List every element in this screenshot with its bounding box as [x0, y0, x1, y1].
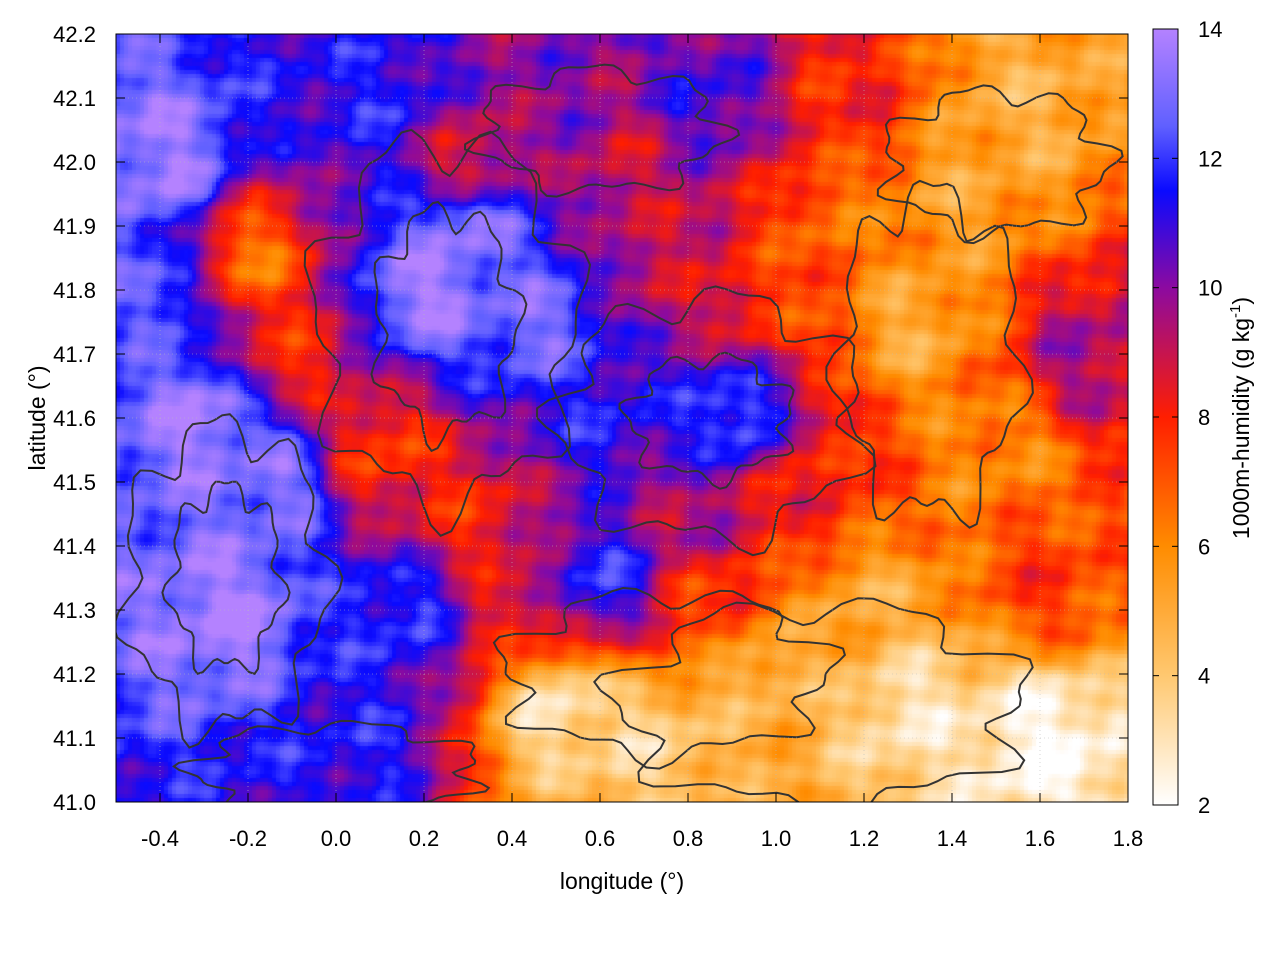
x-tick-label: 0.0	[321, 826, 352, 851]
x-tick-label: 0.2	[409, 826, 440, 851]
x-tick-label: 1.4	[937, 826, 968, 851]
x-tick-label: -0.2	[229, 826, 267, 851]
colorbar-tick-label: 6	[1198, 534, 1210, 559]
y-tick-label: 41.9	[53, 214, 96, 239]
x-tick-label: 1.8	[1113, 826, 1144, 851]
colorbar-label-sup: -1	[1227, 305, 1244, 318]
x-tick-label: 0.4	[497, 826, 528, 851]
x-axis: -0.4 -0.2 0.0 0.2 0.4 0.6 0.8 1.0 1.2 1.4 1.6 1.8	[141, 34, 1143, 851]
y-tick-label: 42.1	[53, 86, 96, 111]
y-axis: 41.0 41.1 41.2 41.3 41.4 41.5 41.6 41.7 41.8 41.9…	[53, 22, 1128, 815]
colorbar-label: 1000m-humidity (g kg-1)	[1227, 297, 1254, 539]
y-tick-label: 41.0	[53, 790, 96, 815]
colorbar: 2 4 6 8 10 12 14 1000m-humidity (g kg-1)	[1152, 17, 1254, 818]
x-tick-label: 1.0	[761, 826, 792, 851]
contour-line	[172, 719, 491, 802]
contour-line	[370, 200, 528, 453]
contour-line	[161, 480, 291, 675]
y-axis-label: latitude (°)	[24, 365, 50, 470]
y-tick-label: 42.0	[53, 150, 96, 175]
x-axis-label: longitude (°)	[560, 868, 684, 894]
y-tick-label: 41.1	[53, 726, 96, 751]
contour-line	[303, 128, 592, 538]
colorbar-tick-label: 2	[1198, 793, 1210, 818]
x-tick-label: 1.6	[1025, 826, 1056, 851]
x-tick-label: 1.2	[849, 826, 880, 851]
y-tick-label: 41.3	[53, 598, 96, 623]
colorbar-tick-label: 12	[1198, 146, 1222, 171]
colorbar-tick-label: 8	[1198, 405, 1210, 430]
plot-area	[115, 33, 1129, 803]
colorbar-label-close: )	[1228, 297, 1254, 305]
y-tick-label: 41.7	[53, 342, 96, 367]
colorbar-ticks: 2 4 6 8 10 12 14	[1153, 17, 1222, 818]
y-tick-label: 41.4	[53, 534, 96, 559]
y-tick-label: 41.5	[53, 470, 96, 495]
contour-line	[463, 63, 741, 198]
terrain-contours	[116, 63, 1124, 802]
contour-line	[593, 597, 1034, 802]
x-tick-label: 0.6	[585, 826, 616, 851]
colorbar-label-base: 1000m-humidity (g kg	[1228, 318, 1254, 539]
colorbar-tick-label: 14	[1198, 17, 1222, 42]
contour-line	[116, 413, 344, 749]
y-tick-label: 41.2	[53, 662, 96, 687]
y-tick-label: 41.8	[53, 278, 96, 303]
colorbar-tick-label: 10	[1198, 276, 1222, 301]
y-tick-label: 41.6	[53, 406, 96, 431]
contour-line	[492, 586, 847, 770]
x-tick-label: -0.4	[141, 826, 179, 851]
x-tick-label: 0.8	[673, 826, 704, 851]
colorbar-tick-label: 4	[1198, 664, 1210, 689]
contour-line	[825, 179, 1034, 529]
y-tick-label: 42.2	[53, 22, 96, 47]
